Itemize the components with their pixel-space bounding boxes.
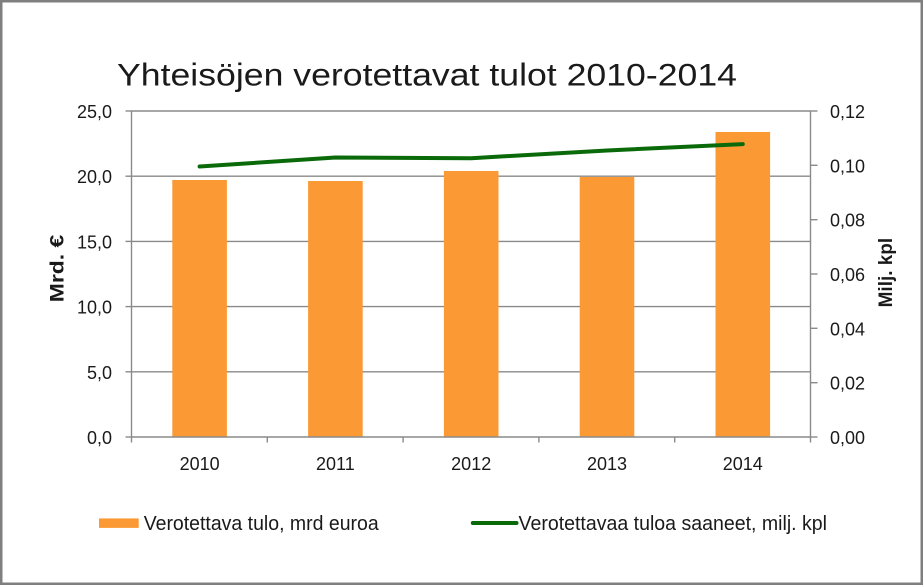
- svg-text:2013: 2013: [587, 454, 627, 474]
- svg-text:0,10: 0,10: [830, 156, 865, 176]
- svg-text:Verotettavaa tuloa saaneet, mi: Verotettavaa tuloa saaneet, milj. kpl: [519, 513, 828, 535]
- svg-text:0,08: 0,08: [830, 211, 865, 231]
- svg-text:2011: 2011: [316, 454, 355, 474]
- svg-text:20,0: 20,0: [77, 167, 112, 187]
- svg-text:0,06: 0,06: [830, 265, 865, 285]
- svg-text:Verotettava tulo, mrd euroa: Verotettava tulo, mrd euroa: [144, 513, 380, 535]
- svg-text:0,12: 0,12: [830, 102, 865, 122]
- svg-text:15,0: 15,0: [77, 232, 112, 252]
- svg-text:0,00: 0,00: [830, 428, 865, 448]
- svg-text:0,04: 0,04: [830, 319, 865, 339]
- svg-text:Milj. kpl: Milj. kpl: [875, 238, 897, 308]
- svg-text:25,0: 25,0: [77, 102, 112, 122]
- svg-text:Yhteisöjen verotettavat tulot: Yhteisöjen verotettavat tulot 2010-2014: [117, 57, 737, 93]
- svg-text:10,0: 10,0: [77, 298, 112, 318]
- svg-text:Mrd. €: Mrd. €: [47, 235, 69, 303]
- svg-text:2012: 2012: [451, 454, 491, 474]
- svg-text:0,0: 0,0: [87, 428, 112, 448]
- svg-text:5,0: 5,0: [87, 363, 112, 383]
- svg-text:2010: 2010: [180, 454, 220, 474]
- svg-text:2014: 2014: [723, 454, 763, 474]
- svg-text:0,02: 0,02: [830, 374, 865, 394]
